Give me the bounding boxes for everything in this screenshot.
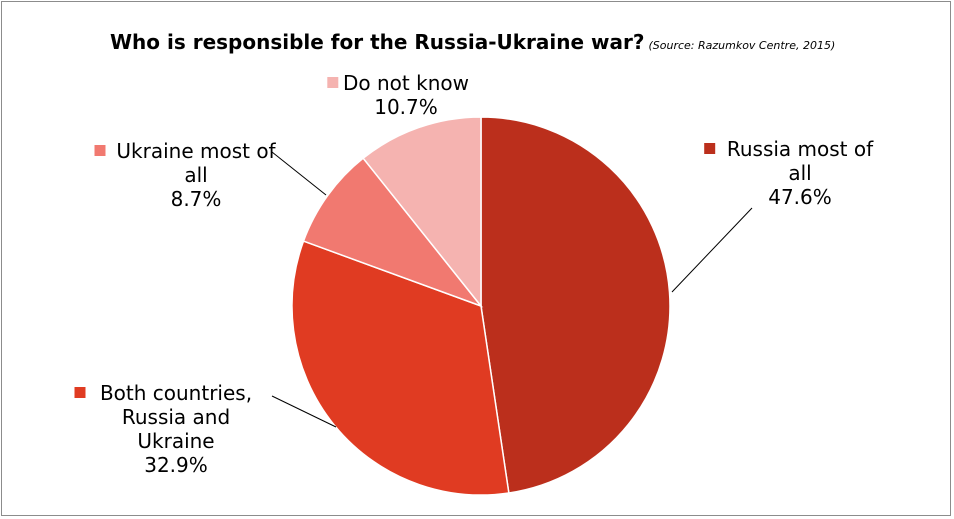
- slice-value-ukraine: 8.7%: [171, 187, 222, 211]
- legend-marker-ukraine: [94, 145, 106, 156]
- pie-slices: [291, 116, 671, 496]
- slice-label-both: Russia and: [122, 405, 230, 429]
- leader-lines: [271, 151, 753, 428]
- chart-title-text: Who is responsible for the Russia-Ukrain…: [110, 30, 645, 54]
- pie-slice-both: [291, 240, 510, 496]
- leader-line-ukraine: [271, 151, 327, 196]
- legend-marker-unknown: [327, 77, 339, 88]
- slice-label-unknown: Do not know: [343, 71, 469, 95]
- leader-line-both: [271, 395, 337, 428]
- slice-label-russia: all: [788, 161, 811, 185]
- chart-subtitle: (Source: Razumkov Centre, 2015): [648, 39, 836, 52]
- legend-marker-russia: [704, 143, 716, 154]
- slice-value-russia: 47.6%: [768, 185, 832, 209]
- slice-label-both: Ukraine: [137, 429, 214, 453]
- chart-title: Who is responsible for the Russia-Ukrain…: [110, 30, 835, 54]
- legend-marker-both: [74, 387, 86, 398]
- pie-slice-ukraine: [302, 157, 484, 308]
- slice-label-both: Both countries,: [100, 381, 252, 405]
- slice-value-unknown: 10.7%: [374, 95, 438, 119]
- pie-slice-unknown: [362, 116, 482, 309]
- slice-label-ukraine: Ukraine most of: [116, 139, 276, 163]
- slice-value-both: 32.9%: [144, 453, 208, 477]
- slice-label-russia: Russia most of: [727, 137, 874, 161]
- slice-label-ukraine: all: [184, 163, 207, 187]
- pie-slice-russia: [480, 116, 671, 494]
- leader-line-russia: [671, 207, 753, 293]
